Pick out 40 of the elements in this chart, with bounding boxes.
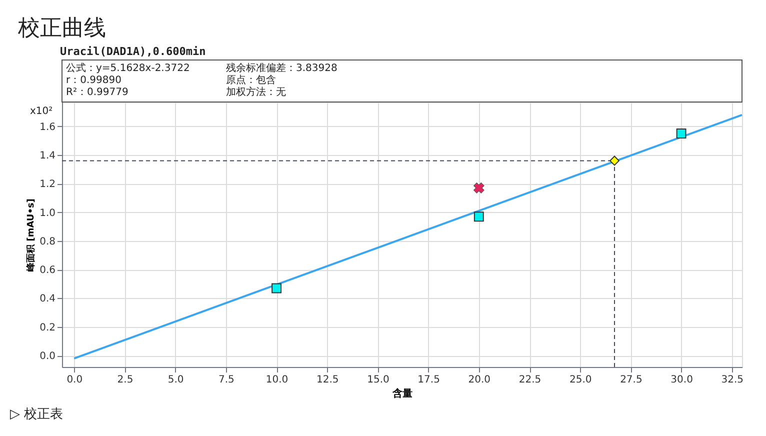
text: 公式：y=5.1628x-2.3722 <box>66 62 190 74</box>
y-axis-title: 峰面积 [mAU•s] <box>26 198 37 272</box>
text: r：0.99890 <box>66 75 122 86</box>
y-tick-label: 1.0 <box>40 208 56 219</box>
x-tick-label: 32.5 <box>721 374 744 386</box>
point <box>676 128 686 138</box>
x-tick-label: 30.0 <box>670 374 693 386</box>
y-tick-label: 0.8 <box>40 236 56 248</box>
chart-subtitle: Uracil(DAD1A),0.600min <box>60 45 206 58</box>
x-tick-label: 15.0 <box>367 374 390 386</box>
x-tick-label: 25.0 <box>569 374 592 386</box>
point <box>272 283 282 294</box>
y-tick-label: 1.4 <box>40 150 56 162</box>
x-tick-label: 2.5 <box>117 374 134 386</box>
x-tick-label: 10.0 <box>266 374 288 386</box>
point <box>610 156 620 166</box>
x-tick-label: 17.5 <box>418 374 440 386</box>
x-tick-label: 0.0 <box>66 374 83 386</box>
x-tick-label: 12.5 <box>316 374 339 386</box>
y-tick-label: 0.2 <box>40 322 56 334</box>
y-tick-label: 1.6 <box>40 122 56 133</box>
text: 残余标准偏差：3.83928 <box>226 62 338 74</box>
y-tick-label: 0.0 <box>40 351 56 362</box>
x-tick-label: 5.0 <box>168 374 184 386</box>
chart-title: 校正曲线 <box>17 16 106 41</box>
y-tick-label: 0.4 <box>40 294 56 305</box>
point <box>473 182 484 194</box>
y-tick-label: 1.2 <box>40 179 56 190</box>
text: x10² <box>30 106 53 117</box>
text: 加权方法：无 <box>226 86 286 98</box>
text: ▷ 校正表 <box>10 407 64 422</box>
x-tick-label: 20.0 <box>468 374 491 386</box>
point <box>474 212 484 222</box>
x-tick-label: 27.5 <box>620 374 642 386</box>
x-tick-label: 7.5 <box>218 374 234 386</box>
text: 原点：包含 <box>226 74 276 86</box>
text: R²：0.99779 <box>66 87 128 98</box>
y-tick-label: 0.6 <box>40 265 56 276</box>
x-axis-title: 含量 <box>392 388 412 400</box>
x-tick-label: 22.5 <box>518 374 542 386</box>
